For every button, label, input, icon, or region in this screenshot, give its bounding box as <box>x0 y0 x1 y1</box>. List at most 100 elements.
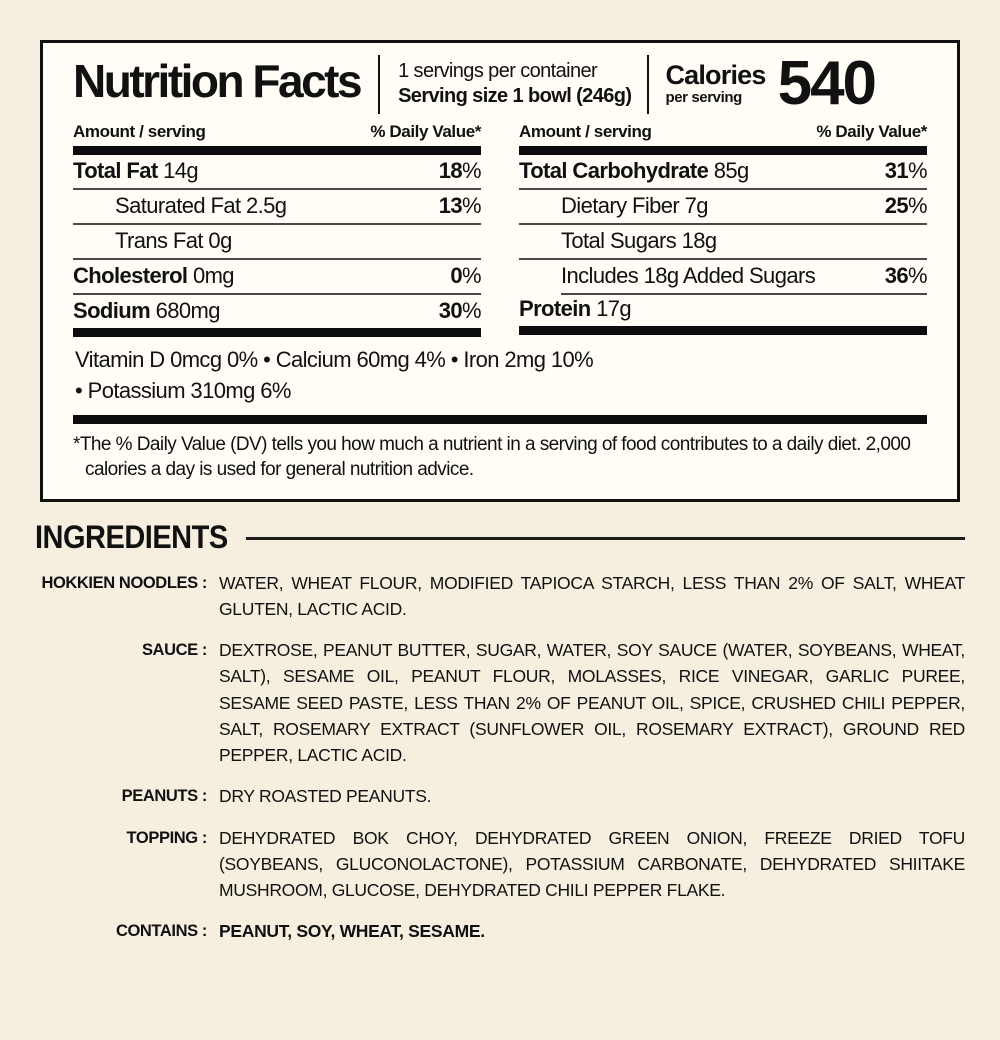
nutrient-row-cholesterol: Cholesterol 0mg 0% <box>73 257 482 293</box>
nutrient-row-total-carbohydrate: Total Carbohydrate 85g 31% <box>519 155 928 188</box>
nutrient-column-left: Amount / serving % Daily Value* Total Fa… <box>73 122 482 337</box>
nutrient-amount: 680mg <box>155 297 221 323</box>
percent-sign: % <box>908 262 928 288</box>
nutrient-name: Saturated Fat 2.5g <box>73 192 287 219</box>
column-header-amount: Amount / serving <box>519 121 652 141</box>
daily-value-number: 0 <box>450 262 463 288</box>
nutrient-columns: Amount / serving % Daily Value* Total Fa… <box>73 122 928 337</box>
nutrient-column-right: Amount / serving % Daily Value* Total Ca… <box>519 122 928 337</box>
header-thick-bar <box>519 145 927 155</box>
ingredient-label: TOPPING : <box>126 828 208 847</box>
micronutrients-line1: Vitamin D 0mcg 0% • Calcium 60mg 4% • Ir… <box>75 346 594 372</box>
daily-value-number: 13 <box>438 192 463 218</box>
ingredient-label: PEANUTS : <box>121 787 208 806</box>
percent-sign: % <box>462 157 482 183</box>
nutrient-row-saturated-fat: Saturated Fat 2.5g 13% <box>73 187 482 223</box>
daily-value: 30% <box>438 297 482 324</box>
header-thick-bar <box>73 145 481 155</box>
daily-value-number: 36 <box>884 262 909 288</box>
micronutrients-line2: • Potassium 310mg 6% <box>75 378 291 404</box>
panel-header: Nutrition Facts 1 servings per container… <box>73 49 927 118</box>
ingredient-text: DEXTROSE, PEANUT BUTTER, SUGAR, WATER, S… <box>219 640 965 766</box>
percent-sign: % <box>462 262 482 288</box>
ingredient-row-peanuts: PEANUTS : DRY ROASTED PEANUTS. <box>35 783 965 809</box>
ingredients-heading: INGREDIENTS <box>35 519 228 556</box>
ingredient-row-hokkien-noodles: HOKKIEN NOODLES : WATER, WHEAT FLOUR, MO… <box>35 570 965 623</box>
daily-value-number: 31 <box>884 157 909 183</box>
micronutrients: Vitamin D 0mcg 0% • Calcium 60mg 4% • Ir… <box>73 337 927 415</box>
nutrient-name-bold: Total Carbohydrate <box>519 157 709 183</box>
nutrient-row-added-sugars: Includes 18g Added Sugars 36% <box>519 257 928 293</box>
footnote-thick-bar <box>73 415 927 425</box>
column-header-right: Amount / serving % Daily Value* <box>519 122 927 146</box>
percent-sign: % <box>908 192 928 218</box>
column-header-dv: % Daily Value* <box>370 121 481 141</box>
calories-label-stack: Calories per serving <box>665 60 766 107</box>
ingredient-row-sauce: SAUCE : DEXTROSE, PEANUT BUTTER, SUGAR, … <box>35 637 965 768</box>
nutrient-row-dietary-fiber: Dietary Fiber 7g 25% <box>519 187 928 223</box>
nutrient-amount: 0mg <box>192 262 235 288</box>
daily-value-footnote: *The % Daily Value (DV) tells you how mu… <box>73 434 911 481</box>
nutrient-amount: Saturated Fat 2.5g <box>115 192 287 218</box>
column-header-dv: % Daily Value* <box>816 121 927 141</box>
servings-per-container: 1 servings per container <box>398 60 598 83</box>
column-bottom-bar <box>73 327 481 337</box>
nutrient-amount: Total Sugars 18g <box>561 227 717 253</box>
percent-sign: % <box>908 157 928 183</box>
nutrient-row-total-fat: Total Fat 14g 18% <box>73 155 482 188</box>
ingredient-text: DEHYDRATED BOK CHOY, DEHYDRATED GREEN ON… <box>219 827 965 901</box>
nutrient-amount: Trans Fat 0g <box>115 227 232 253</box>
ingredient-row-contains: CONTAINS : PEANUT, SOY, WHEAT, SESAME. <box>35 918 965 944</box>
percent-sign: % <box>462 297 482 323</box>
ingredients-header-row: INGREDIENTS <box>35 519 965 556</box>
nutrient-name: Protein 17g <box>519 295 632 322</box>
nutrient-name-bold: Protein <box>519 295 591 321</box>
ingredients-section: INGREDIENTS HOKKIEN NOODLES : WATER, WHE… <box>35 519 966 945</box>
nutrient-name: Includes 18g Added Sugars <box>519 262 816 289</box>
daily-value-number: 18 <box>438 157 463 183</box>
ingredient-label: CONTAINS : <box>115 922 207 941</box>
ingredient-row-topping: TOPPING : DEHYDRATED BOK CHOY, DEHYDRATE… <box>35 825 966 904</box>
nutrient-row-protein: Protein 17g <box>519 292 927 326</box>
nutrient-name: Sodium 680mg <box>73 298 220 324</box>
nutrient-name: Cholesterol 0mg <box>73 262 235 289</box>
ingredient-label: SAUCE : <box>141 641 207 660</box>
calories-value: 540 <box>777 49 877 118</box>
nutrient-row-trans-fat: Trans Fat 0g <box>73 222 481 258</box>
nutrient-name: Total Carbohydrate 85g <box>519 158 749 184</box>
column-header-left: Amount / serving % Daily Value* <box>73 122 481 146</box>
nutrient-name: Trans Fat 0g <box>73 228 232 254</box>
daily-value: 0% <box>450 263 481 289</box>
nutrient-amount: 85g <box>713 157 750 183</box>
nutrient-amount: 17g <box>596 295 632 321</box>
daily-value: 18% <box>438 157 482 184</box>
panel-title: Nutrition Facts <box>73 55 363 107</box>
calories-label: Calories <box>665 60 766 91</box>
daily-value-number: 25 <box>884 192 909 218</box>
ingredient-text: WATER, WHEAT FLOUR, MODIFIED TAPIOCA STA… <box>219 572 965 619</box>
nutrient-row-sodium: Sodium 680mg 30% <box>73 292 482 328</box>
column-header-amount: Amount / serving <box>73 121 206 141</box>
ingredient-text: DRY ROASTED PEANUTS. <box>219 786 432 807</box>
nutrition-facts-panel: Nutrition Facts 1 servings per container… <box>40 40 960 502</box>
calories-block: Calories per serving 540 <box>647 49 927 118</box>
daily-value: 25% <box>884 192 928 219</box>
ingredients-rule <box>245 536 965 540</box>
nutrient-amount: Includes 18g Added Sugars <box>561 262 816 288</box>
daily-value: 31% <box>884 157 928 184</box>
nutrient-name: Dietary Fiber 7g <box>519 192 709 219</box>
nutrient-name: Total Sugars 18g <box>519 228 717 254</box>
nutrient-amount: Dietary Fiber 7g <box>561 192 709 218</box>
serving-info: 1 servings per container Serving size 1 … <box>378 55 632 114</box>
daily-value: 13% <box>438 192 482 219</box>
daily-value: 36% <box>884 262 928 289</box>
serving-size: Serving size 1 bowl (246g) <box>398 85 632 108</box>
nutrient-name-bold: Cholesterol <box>73 262 188 288</box>
nutrient-name: Total Fat 14g <box>73 157 199 184</box>
daily-value-number: 30 <box>438 297 463 323</box>
nutrient-amount: 14g <box>163 157 199 183</box>
nutrient-name-bold: Total Fat <box>73 157 158 183</box>
column-bottom-bar <box>519 325 927 335</box>
nutrient-name-bold: Sodium <box>73 297 151 323</box>
ingredient-text: PEANUT, SOY, WHEAT, SESAME. <box>219 921 485 942</box>
